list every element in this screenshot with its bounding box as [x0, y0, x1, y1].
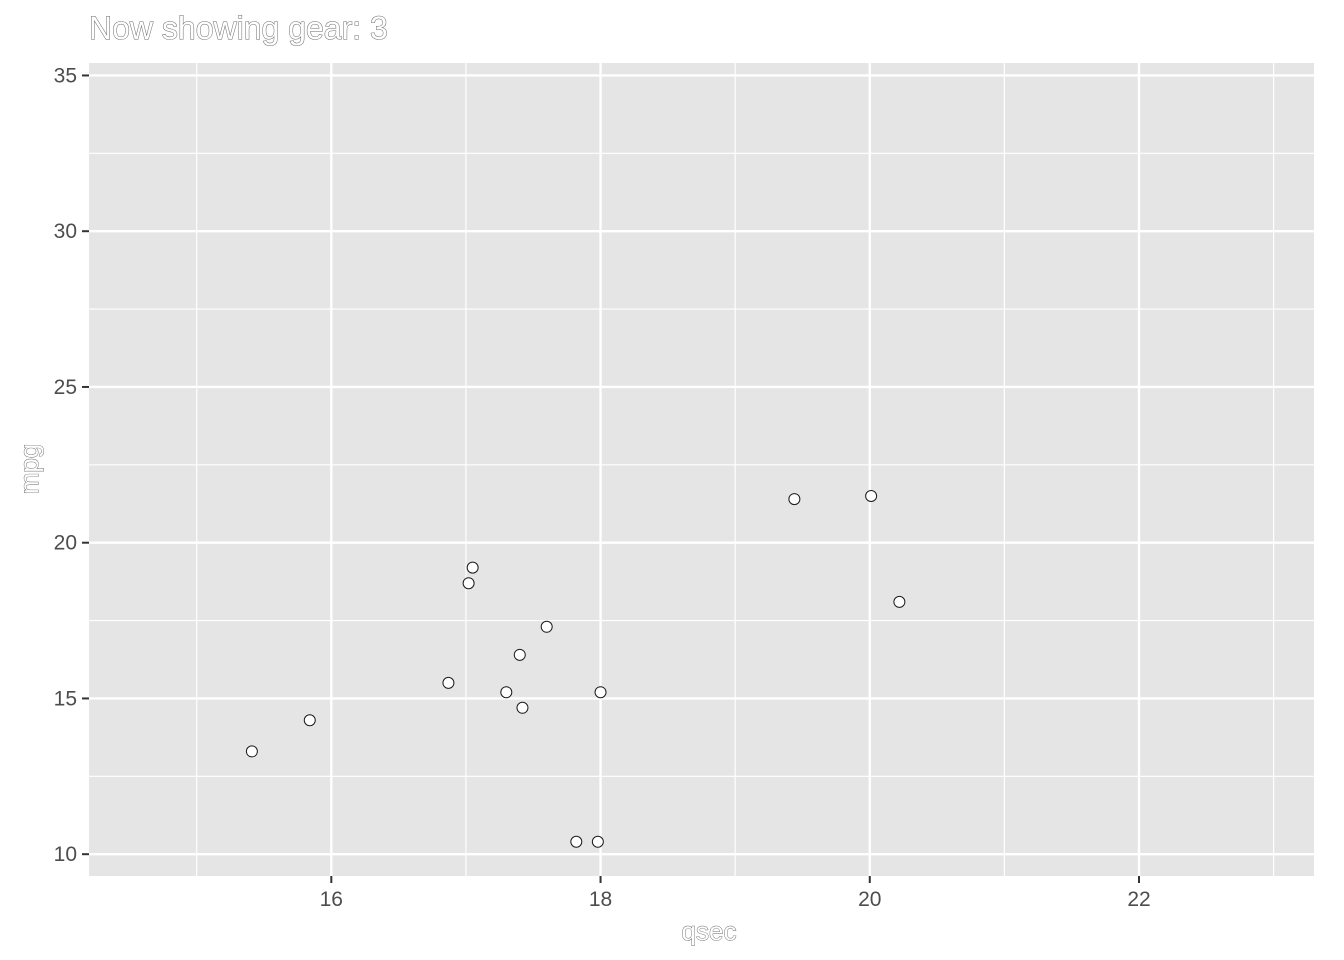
y-tick-label: 20 [54, 532, 77, 555]
major-gridlines [89, 63, 1314, 876]
y-axis-title: mpg [14, 444, 44, 495]
data-point [466, 561, 479, 574]
data-point [788, 493, 801, 506]
y-tick-label: 25 [54, 376, 77, 399]
data-point [570, 835, 583, 848]
data-point [865, 489, 878, 502]
x-tick-label: 22 [1127, 888, 1150, 911]
x-tick-label: 18 [589, 888, 612, 911]
x-axis: 16 18 20 22 [320, 876, 1151, 911]
data-point [245, 745, 258, 758]
plot-panel [89, 63, 1314, 876]
data-point [442, 676, 455, 689]
data-point [462, 577, 475, 590]
data-point [893, 595, 906, 608]
data-point [540, 620, 553, 633]
x-tick-label: 20 [858, 888, 881, 911]
data-point [513, 648, 526, 661]
data-point [500, 686, 513, 699]
y-tick-label: 35 [54, 64, 77, 87]
chart-title: Now showing gear: 3 [89, 10, 388, 46]
data-point [594, 686, 607, 699]
x-axis-title: qsec [682, 916, 737, 946]
y-tick-label: 15 [54, 687, 77, 710]
y-axis: 10 15 20 25 30 35 [54, 64, 89, 866]
data-point [303, 714, 316, 727]
x-tick-label: 16 [320, 888, 343, 911]
data-points [245, 489, 906, 848]
data-point [591, 835, 604, 848]
data-point [516, 701, 529, 714]
y-tick-label: 10 [54, 843, 77, 866]
minor-gridlines [89, 63, 1314, 876]
y-tick-label: 30 [54, 220, 77, 243]
